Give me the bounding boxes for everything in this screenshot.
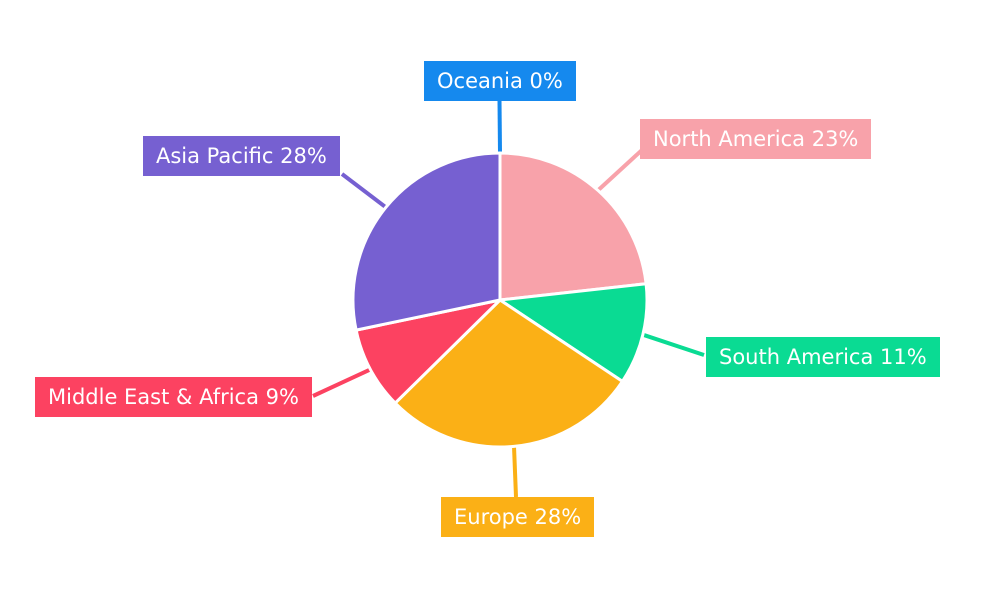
leader-line-south-america	[642, 332, 705, 357]
pie-slice-middle-east-africa[interactable]	[354, 298, 502, 405]
pie-slice-asia-pacific[interactable]	[351, 151, 502, 332]
leader-line-oceania	[497, 99, 502, 154]
pie-label-south-america: South America 11%	[706, 337, 940, 378]
pie-slice-north-america[interactable]	[498, 151, 648, 302]
leader-line-asia-pacific	[340, 172, 388, 209]
leader-line-middle-east-africa	[312, 367, 372, 398]
pie-label-europe: Europe 28%	[441, 497, 595, 538]
pie-label-north-america: North America 23%	[640, 119, 872, 160]
pie-slice-south-america[interactable]	[498, 282, 649, 383]
pie-slice-europe[interactable]	[393, 298, 624, 449]
pie-label-asia-pacific: Asia Pacific 28%	[143, 136, 340, 177]
pie-label-oceania: Oceania 0%	[424, 61, 576, 102]
leader-line-europe	[512, 446, 518, 498]
pie-label-middle-east-africa: Middle East & Africa 9%	[35, 377, 312, 418]
leader-line-north-america	[596, 148, 644, 192]
